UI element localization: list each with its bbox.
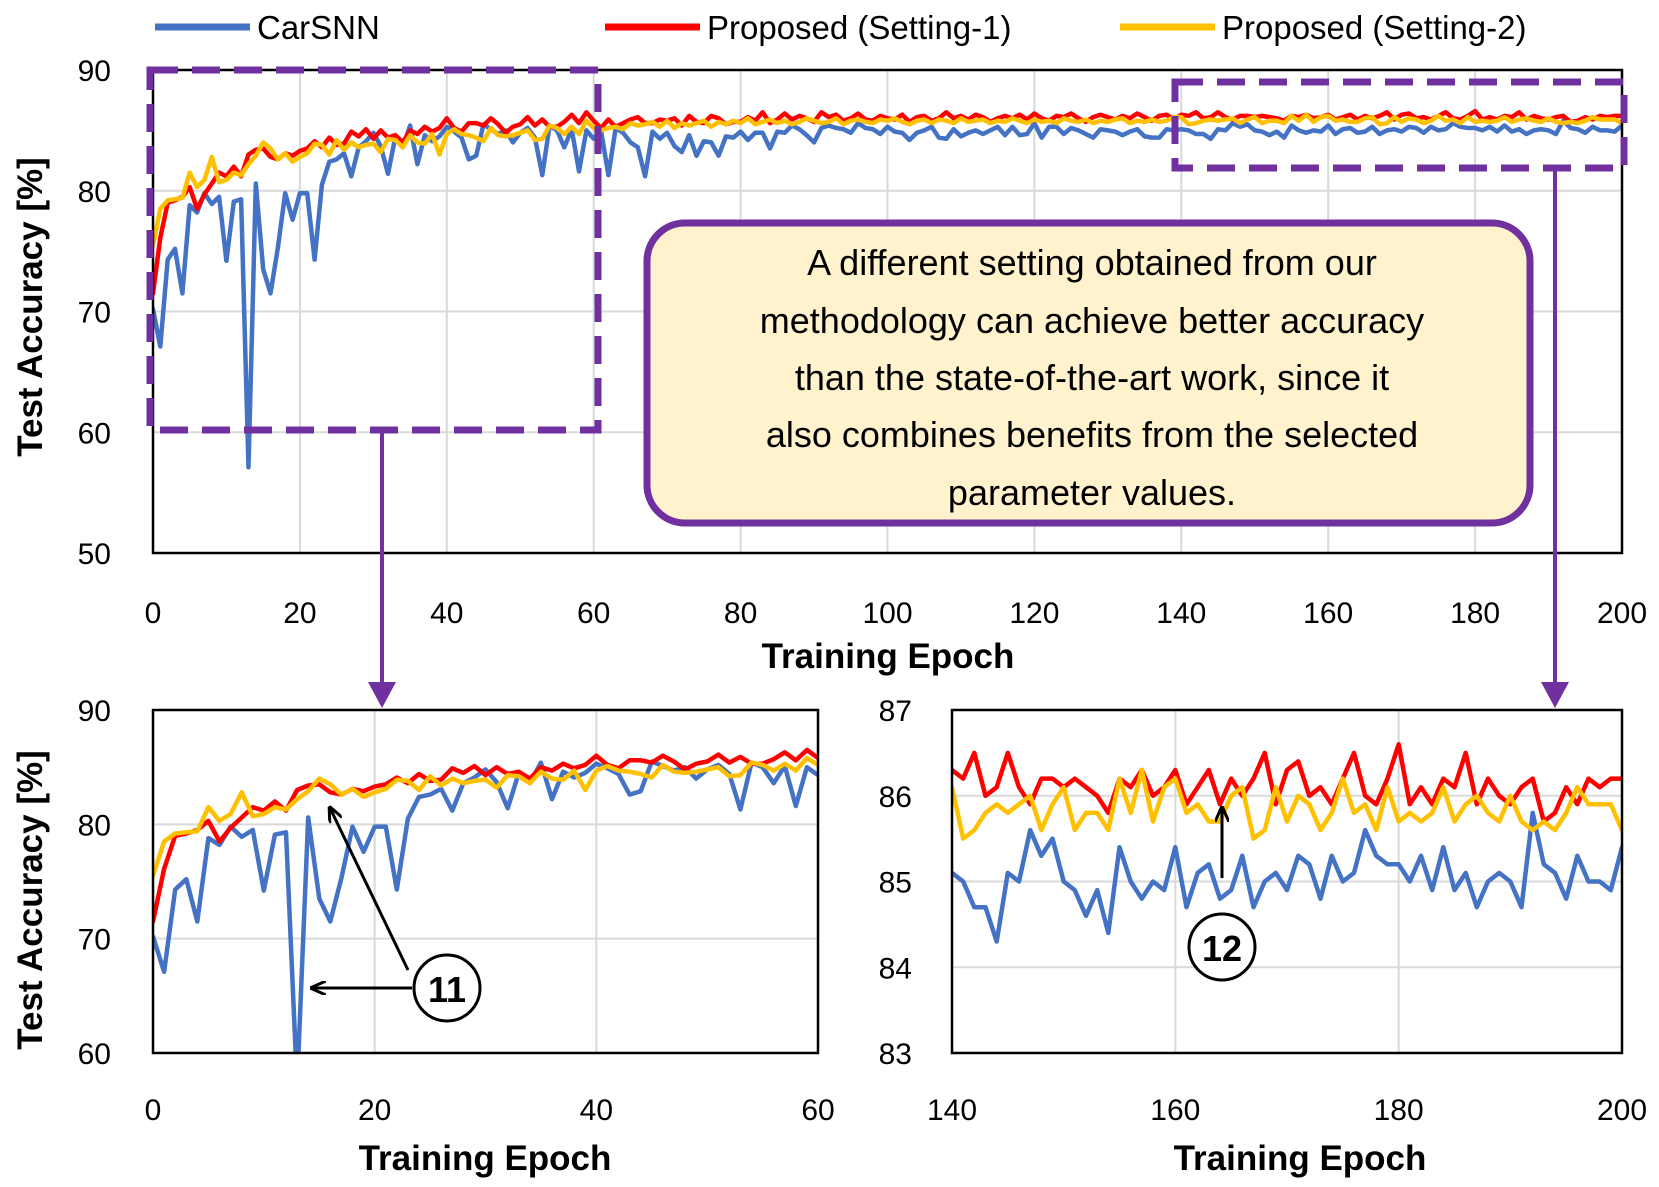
zoom-right-x-axis-title: Training Epoch [1174, 1139, 1427, 1178]
zoom-right-gridlines [951, 709, 1623, 1054]
zoom-left-x-tick-60: 60 [801, 1094, 834, 1127]
zoom-left-x-tick-40: 40 [580, 1094, 613, 1127]
main-x-tick-180: 180 [1450, 597, 1500, 630]
zoom-right-series-proposed-setting-2 [952, 767, 1622, 841]
callout-line-4: also combines benefits from the selected [766, 414, 1418, 455]
zoom-right-tick-labels: 83 84 85 86 87 140 160 180 200 [879, 695, 1647, 1127]
main-x-tick-60: 60 [577, 597, 610, 630]
zoom-left-y-tick-60: 60 [78, 1038, 111, 1071]
zoom-left-series-proposed-setting-1 [153, 747, 818, 924]
callout-border [643, 219, 1534, 527]
callout-box: A different setting obtained from our me… [643, 219, 1534, 527]
zoom-right-y-tick-87: 87 [879, 695, 912, 728]
zoom-right-y-tick-83: 83 [879, 1038, 912, 1071]
zoom-right-x-tick-160: 160 [1150, 1094, 1200, 1127]
zoom-chart-left: 60 70 80 90 0 20 40 60 Training Epoch Test Accu… [11, 695, 835, 1178]
zoom-left-y-tick-70: 70 [78, 924, 111, 957]
annotation-12-label: 12 [1202, 928, 1242, 969]
main-x-tick-140: 140 [1156, 597, 1206, 630]
main-x-tick-80: 80 [724, 597, 757, 630]
zoom-right-plot-frame [950, 708, 1624, 1055]
zoom-right-x-tick-180: 180 [1374, 1094, 1424, 1127]
zoom-left-y-tick-90: 90 [78, 695, 111, 728]
legend: CarSNN Proposed (Setting-1) Proposed (Se… [155, 9, 1527, 46]
main-y-tick-70: 70 [78, 297, 111, 330]
zoom-left-series-carsnn [153, 759, 818, 1053]
main-plot-frame [151, 68, 1624, 555]
main-x-tick-160: 160 [1303, 597, 1353, 630]
zoom-left-gridlines [152, 709, 819, 1054]
main-tick-labels: 50 60 70 80 90 0 20 40 60 80 100 120 140 160 180 200 [78, 55, 1647, 630]
callout-line-2: methodology can achieve better accuracy [760, 300, 1424, 341]
zoom-box-early-epochs [146, 66, 602, 434]
main-x-tick-40: 40 [430, 597, 463, 630]
main-x-tick-0: 0 [145, 597, 162, 630]
zoom-left-x-tick-20: 20 [358, 1094, 391, 1127]
zoom-box-late-epochs [1171, 78, 1628, 172]
zoom-right-series [952, 742, 1622, 944]
annotation-11-marker [412, 953, 482, 1023]
zoom-chart-right: 83 84 85 86 87 140 160 180 200 Training Epoch [879, 695, 1647, 1178]
connector-arrowhead-right [1541, 682, 1569, 708]
zoom-left-y-axis-title: Test Accuracy [%] [11, 750, 50, 1050]
zoom-left-series [153, 747, 818, 1053]
zoom-left-series-proposed-setting-2 [153, 755, 818, 879]
zoom-right-y-tick-85: 85 [879, 867, 912, 900]
main-x-tick-20: 20 [283, 597, 316, 630]
annotation-12: 12 [1187, 808, 1257, 982]
callout-line-1: A different setting obtained from our [807, 242, 1377, 283]
zoom-right-series-carsnn [952, 810, 1622, 944]
callout-line-5: parameter values. [948, 472, 1236, 513]
zoom-right-y-tick-84: 84 [879, 952, 912, 985]
annotation-11: 11 [312, 808, 482, 1023]
main-x-axis-title: Training Epoch [762, 637, 1015, 676]
legend-label-setting-1: Proposed (Setting-1) [707, 9, 1012, 46]
callout-line-3: than the state-of-the-art work, since it [795, 357, 1389, 398]
callout-background [647, 223, 1530, 523]
main-series [153, 108, 1622, 470]
main-y-tick-80: 80 [78, 176, 111, 209]
zoom-right-y-tick-86: 86 [879, 781, 912, 814]
annotation-12-marker [1187, 912, 1257, 982]
main-x-tick-200: 200 [1597, 597, 1647, 630]
annotation-11-label: 11 [428, 969, 466, 1010]
zoom-left-x-tick-0: 0 [145, 1094, 162, 1127]
legend-label-setting-2: Proposed (Setting-2) [1222, 9, 1527, 46]
main-series-proposed-setting-2 [153, 112, 1622, 248]
zoom-left-y-tick-80: 80 [78, 809, 111, 842]
main-y-tick-50: 50 [78, 538, 111, 571]
zoom-right-series-proposed-setting-1 [952, 742, 1622, 824]
main-y-tick-90: 90 [78, 55, 111, 88]
zoom-right-x-tick-200: 200 [1597, 1094, 1647, 1127]
zoom-left-tick-labels: 60 70 80 90 0 20 40 60 [78, 695, 835, 1127]
zoom-left-plot-frame [151, 708, 820, 1055]
zoom-right-x-tick-140: 140 [927, 1094, 977, 1127]
main-x-tick-120: 120 [1009, 597, 1059, 630]
main-y-axis-title: Test Accuracy [%] [11, 157, 50, 457]
main-y-tick-60: 60 [78, 417, 111, 450]
connector-arrowhead-left [368, 682, 396, 708]
main-x-tick-100: 100 [862, 597, 912, 630]
zoom-left-x-axis-title: Training Epoch [359, 1139, 612, 1178]
annotation-11-arrow-up [330, 808, 410, 971]
legend-label-carsnn: CarSNN [257, 9, 380, 46]
